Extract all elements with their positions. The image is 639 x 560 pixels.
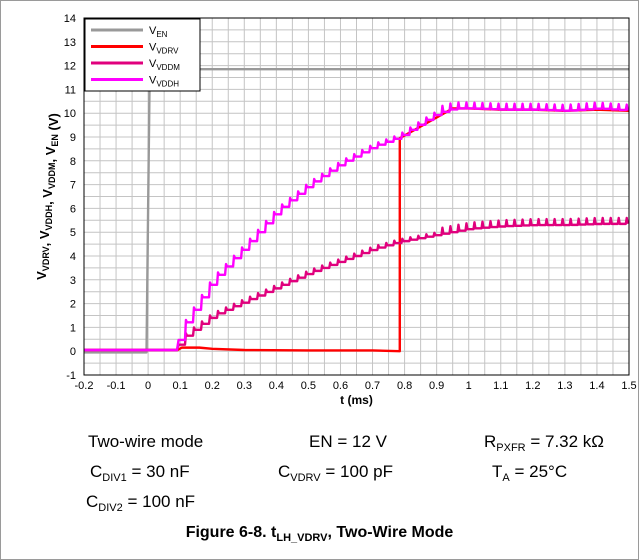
y-tick-label: 12: [64, 61, 76, 73]
condition-en: EN = 12 V: [309, 432, 387, 451]
condition-cdiv2: CDIV2 = 100 nF: [86, 492, 195, 514]
cdiv2-subscript: DIV2: [98, 502, 123, 514]
legend-entry-subscript: EN: [156, 30, 167, 39]
ta-value: = 25°C: [509, 462, 568, 481]
y-tick-label: 3: [70, 275, 76, 287]
y-tick-label: 14: [64, 13, 76, 25]
y-label-part: , V: [37, 230, 52, 246]
y-tick-label: 9: [70, 132, 76, 144]
legend-entry-subscript: VDRV: [156, 47, 179, 56]
x-tick-label: 1.2: [525, 380, 540, 392]
cvdrv-symbol: C: [278, 462, 291, 481]
legend-entry: VVDDH: [149, 75, 179, 89]
x-tick-label: 0.8: [397, 380, 412, 392]
plot-border: [83, 17, 630, 376]
condition-ta: TA = 25°C: [492, 462, 567, 484]
legend-entry-subscript: VDDM: [156, 63, 180, 72]
x-tick-label: 0.7: [365, 380, 380, 392]
rpxfr-symbol: R: [484, 432, 497, 451]
y-tick-label: 7: [70, 180, 76, 192]
cdiv1-symbol: C: [90, 462, 103, 481]
y-tick-label: 6: [70, 203, 76, 215]
y-tick-label: 10: [64, 108, 76, 120]
series-line-v-vddm: [84, 216, 629, 352]
cvdrv-value: = 100 pF: [320, 462, 393, 481]
y-tick-label: 0: [70, 346, 76, 358]
x-tick-label: 0: [145, 380, 151, 392]
axes: -0.2 -0.1 0 0.1 0.2 0.3 0.4 0.5 0.6 0.7 0.8 0.9 1 1.1…: [34, 13, 637, 407]
y-tick-label: -1: [66, 370, 76, 382]
x-tick-label: -0.1: [107, 380, 126, 392]
ta-subscript: A: [502, 472, 510, 484]
y-label-part: (V): [46, 113, 61, 134]
y-tick-label: 1: [70, 322, 76, 334]
x-tick-label: 0.5: [301, 380, 316, 392]
series-line-v-en: [84, 67, 629, 354]
y-tick-label: 2: [70, 299, 76, 311]
x-tick-label: 0.6: [333, 380, 348, 392]
y-axis-label: VVDRV, VVDDH, VVDDM, VEN (V): [34, 113, 61, 280]
chart: -0.2 -0.1 0 0.1 0.2 0.3 0.4 0.5 0.6 0.7 0.8 0.9 1 1.1…: [34, 13, 637, 407]
cvdrv-subscript: VDRV: [290, 472, 321, 484]
grid: [84, 18, 629, 375]
ta-symbol: T: [492, 462, 503, 481]
condition-mode: Two-wire mode: [88, 432, 204, 451]
x-tick-label: 0.9: [429, 380, 444, 392]
legend-entry: VVDRV: [149, 42, 179, 56]
x-tick-label: 1.1: [493, 380, 508, 392]
legend-entry-main: V: [149, 25, 157, 37]
x-tick-label: 1.4: [589, 380, 604, 392]
x-tick-label: 0.2: [205, 380, 220, 392]
y-label-subscript: VDRV: [41, 246, 51, 271]
series-group: [84, 67, 629, 354]
y-tick-label: 4: [70, 251, 76, 263]
condition-cdiv1: CDIV1 = 30 nF: [90, 462, 190, 484]
legend-entry-main: V: [149, 58, 157, 70]
x-tick-label: -0.2: [75, 380, 94, 392]
y-tick-label: 5: [70, 227, 76, 239]
cdiv1-subscript: DIV1: [102, 472, 127, 484]
caption-subscript: LH_VDRV: [276, 532, 328, 544]
figure-caption: Figure 6-8. tLH_VDRV, Two-Wire Mode: [0, 524, 639, 544]
y-label-part: , V: [40, 189, 55, 205]
caption-suffix: , Two-Wire Mode: [327, 524, 454, 541]
cdiv2-symbol: C: [86, 492, 99, 511]
x-tick-label: 0.3: [237, 380, 252, 392]
y-tick-label: 13: [64, 37, 76, 49]
y-label-subscript: EN: [50, 134, 60, 147]
rpxfr-subscript: PXFR: [496, 442, 526, 454]
condition-cvdrv: CVDRV = 100 pF: [278, 462, 393, 484]
condition-rpxfr: RPXFR = 7.32 kΩ: [484, 432, 604, 454]
legend-entry-subscript: VDDH: [156, 80, 179, 89]
rpxfr-value: = 7.32 kΩ: [525, 432, 605, 451]
x-tick-label: 1.3: [557, 380, 572, 392]
legend-entry-main: V: [149, 42, 157, 54]
series-line-v-vddh: [84, 101, 629, 352]
y-label-part: , V: [43, 146, 58, 162]
y-label-part: V: [34, 271, 49, 280]
x-tick-label: 1.5: [621, 380, 636, 392]
legend-entry: VVDDM: [149, 58, 180, 72]
x-tick-label: 0.4: [269, 380, 284, 392]
x-tick-label: 1: [466, 380, 472, 392]
cdiv2-value: = 100 nF: [122, 492, 196, 511]
y-label-subscript: VDDM: [47, 163, 57, 190]
x-axis-label: t (ms): [340, 393, 373, 407]
x-tick-label: 0.1: [173, 380, 188, 392]
cdiv1-value: = 30 nF: [126, 462, 190, 481]
y-tick-label: 8: [70, 156, 76, 168]
caption-prefix: Figure 6-8. t: [185, 524, 277, 541]
legend-entry-main: V: [149, 75, 157, 87]
y-label-subscript: VDDH: [44, 205, 54, 231]
legend-entry: VEN: [149, 25, 168, 39]
y-tick-label: 11: [65, 84, 76, 96]
